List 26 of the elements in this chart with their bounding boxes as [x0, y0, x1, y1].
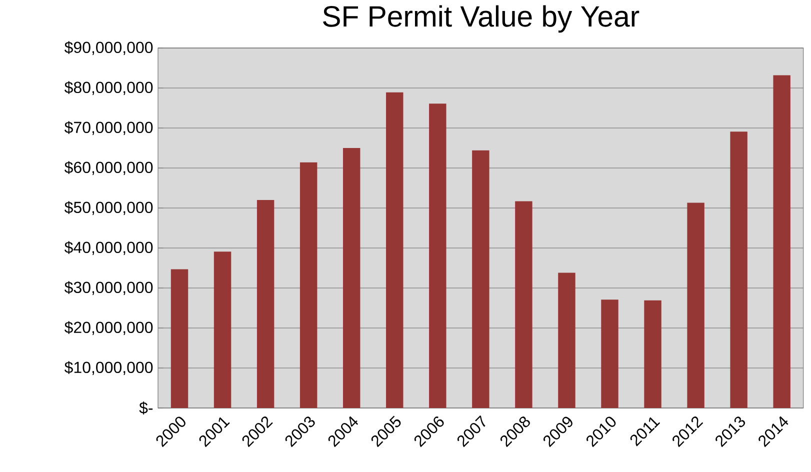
- y-tick-label: $80,000,000: [64, 81, 153, 95]
- bar: [515, 201, 532, 408]
- bar: [472, 150, 490, 408]
- y-tick-label: $70,000,000: [64, 121, 153, 135]
- y-tick-label: $90,000,000: [64, 41, 153, 55]
- y-tick-label: $50,000,000: [64, 201, 153, 215]
- y-tick-label: $30,000,000: [64, 281, 153, 295]
- bar: [558, 272, 576, 408]
- bar: [429, 104, 446, 408]
- bar: [601, 300, 618, 408]
- bar: [687, 202, 704, 408]
- bar: [170, 269, 188, 408]
- bar: [644, 300, 662, 408]
- y-tick-label: $-: [139, 402, 153, 414]
- bar: [730, 132, 748, 408]
- chart-title: SF Permit Value by Year: [323, 5, 640, 33]
- bar: [773, 75, 790, 408]
- bar: [214, 252, 232, 408]
- bar: [342, 148, 360, 408]
- bar: [386, 92, 404, 408]
- y-tick-label: $10,000,000: [64, 361, 153, 375]
- y-tick-label: $60,000,000: [64, 161, 153, 175]
- bar: [300, 162, 318, 408]
- y-tick-label: $40,000,000: [64, 241, 153, 255]
- y-tick-label: $20,000,000: [64, 321, 153, 335]
- bar: [256, 200, 274, 408]
